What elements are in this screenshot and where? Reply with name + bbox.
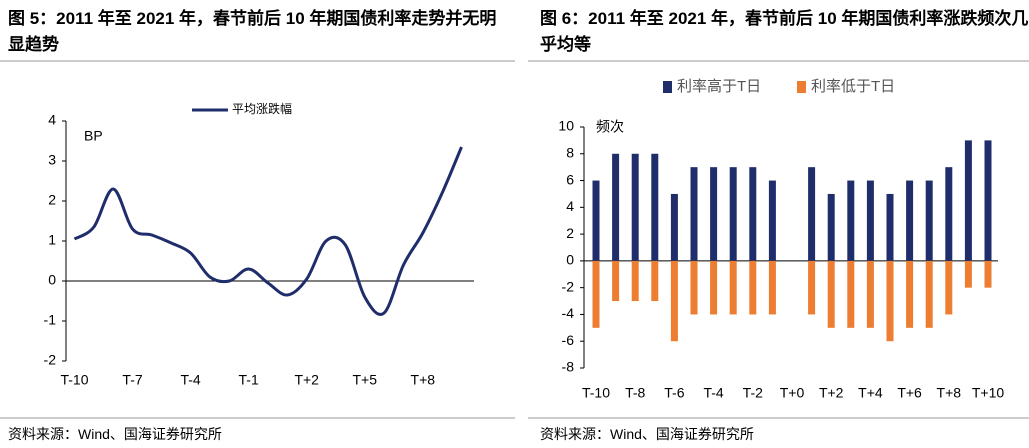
- bar: [670, 260, 678, 342]
- bar: [768, 180, 776, 261]
- bar: [651, 153, 659, 261]
- x-tick-label: T-4: [180, 372, 200, 388]
- y-tick-label: 10: [558, 118, 574, 134]
- x-tick-label: T+8: [411, 372, 436, 388]
- bar: [964, 260, 972, 288]
- bar: [631, 260, 639, 302]
- x-tick-label: T+4: [858, 385, 883, 401]
- y-tick-label: -4: [562, 305, 575, 321]
- bar: [729, 260, 737, 315]
- bar: [612, 260, 620, 302]
- x-tick-label: T-2: [743, 385, 763, 401]
- x-tick-label: T-10: [60, 372, 88, 388]
- x-tick-label: T-10: [582, 385, 610, 401]
- bar: [984, 140, 992, 261]
- legend-swatch: [663, 81, 672, 93]
- bar: [984, 260, 992, 288]
- bar: [866, 180, 874, 261]
- y-tick-label: 1: [48, 232, 56, 248]
- y-tick-label: -2: [562, 278, 575, 294]
- bar: [866, 260, 874, 328]
- bar: [886, 193, 894, 261]
- bar: [945, 260, 953, 315]
- line: [73, 146, 463, 316]
- y-tick-label: -1: [44, 312, 57, 328]
- y-tick-label: 6: [566, 171, 574, 187]
- bar: [945, 167, 953, 261]
- bar: [631, 153, 639, 261]
- legend-label: 平均涨跌幅: [232, 101, 292, 116]
- x-tick-label: T+8: [937, 385, 962, 401]
- figure-title: 图 5：2011 年至 2021 年，春节前后 10 年期国债利率走势并无明显趋…: [8, 9, 497, 54]
- y-tick-label: 0: [48, 272, 56, 288]
- bar: [690, 260, 698, 315]
- source: 资料来源：Wind、国海证券研究所: [540, 426, 754, 442]
- source: 资料来源：Wind、国海证券研究所: [8, 426, 222, 442]
- x-tick-label: T+6: [897, 385, 922, 401]
- y-tick-label: 2: [566, 225, 574, 241]
- bar: [612, 153, 620, 261]
- legend-swatch: [797, 81, 806, 93]
- bar: [651, 260, 659, 302]
- x-tick-label: T+2: [294, 372, 319, 388]
- y-tick-label: 2: [48, 192, 56, 208]
- bar: [690, 167, 698, 261]
- x-tick-label: T+5: [352, 372, 377, 388]
- bar: [906, 180, 914, 261]
- y-tick-label: -6: [562, 332, 575, 348]
- bar: [925, 260, 933, 328]
- x-tick-label: T-6: [664, 385, 684, 401]
- y-tick-label: 8: [566, 144, 574, 160]
- y-tick-label: -8: [562, 359, 575, 375]
- bar: [710, 260, 718, 315]
- x-tick-label: T-7: [122, 372, 142, 388]
- bar: [827, 193, 835, 261]
- bar: [768, 260, 776, 315]
- x-tick-label: T-1: [239, 372, 259, 388]
- bar: [710, 167, 718, 261]
- bar: [808, 167, 816, 261]
- x-tick-label: T+0: [780, 385, 805, 401]
- y-tick-label: 4: [566, 198, 574, 214]
- x-tick-label: T+10: [972, 385, 1005, 401]
- bar: [749, 167, 757, 261]
- bar: [749, 260, 757, 315]
- bar: [670, 193, 678, 261]
- x-tick-label: T+2: [819, 385, 844, 401]
- annotation: 频次: [596, 119, 624, 135]
- bar: [847, 260, 855, 328]
- bar: [592, 180, 600, 261]
- bar: [906, 260, 914, 328]
- x-tick-label: T-4: [703, 385, 723, 401]
- bar: [808, 260, 816, 315]
- figure-title: 图 6：2011 年至 2021 年，春节前后 10 年期国债利率涨跌频次几乎均…: [540, 9, 1029, 54]
- bar: [964, 140, 972, 261]
- bar: [729, 167, 737, 261]
- annotation: BP: [84, 128, 103, 144]
- bar: [592, 260, 600, 328]
- bar: [886, 260, 894, 342]
- legend-label: 利率高于T日: [677, 78, 761, 95]
- bar: [925, 180, 933, 261]
- y-tick-label: 4: [48, 112, 56, 128]
- y-tick-label: -2: [44, 352, 57, 368]
- y-tick-label: 0: [566, 252, 574, 268]
- bar: [827, 260, 835, 328]
- legend-label: 利率低于T日: [811, 78, 895, 95]
- x-tick-label: T-8: [625, 385, 645, 401]
- y-tick-label: 3: [48, 152, 56, 168]
- bar: [847, 180, 855, 261]
